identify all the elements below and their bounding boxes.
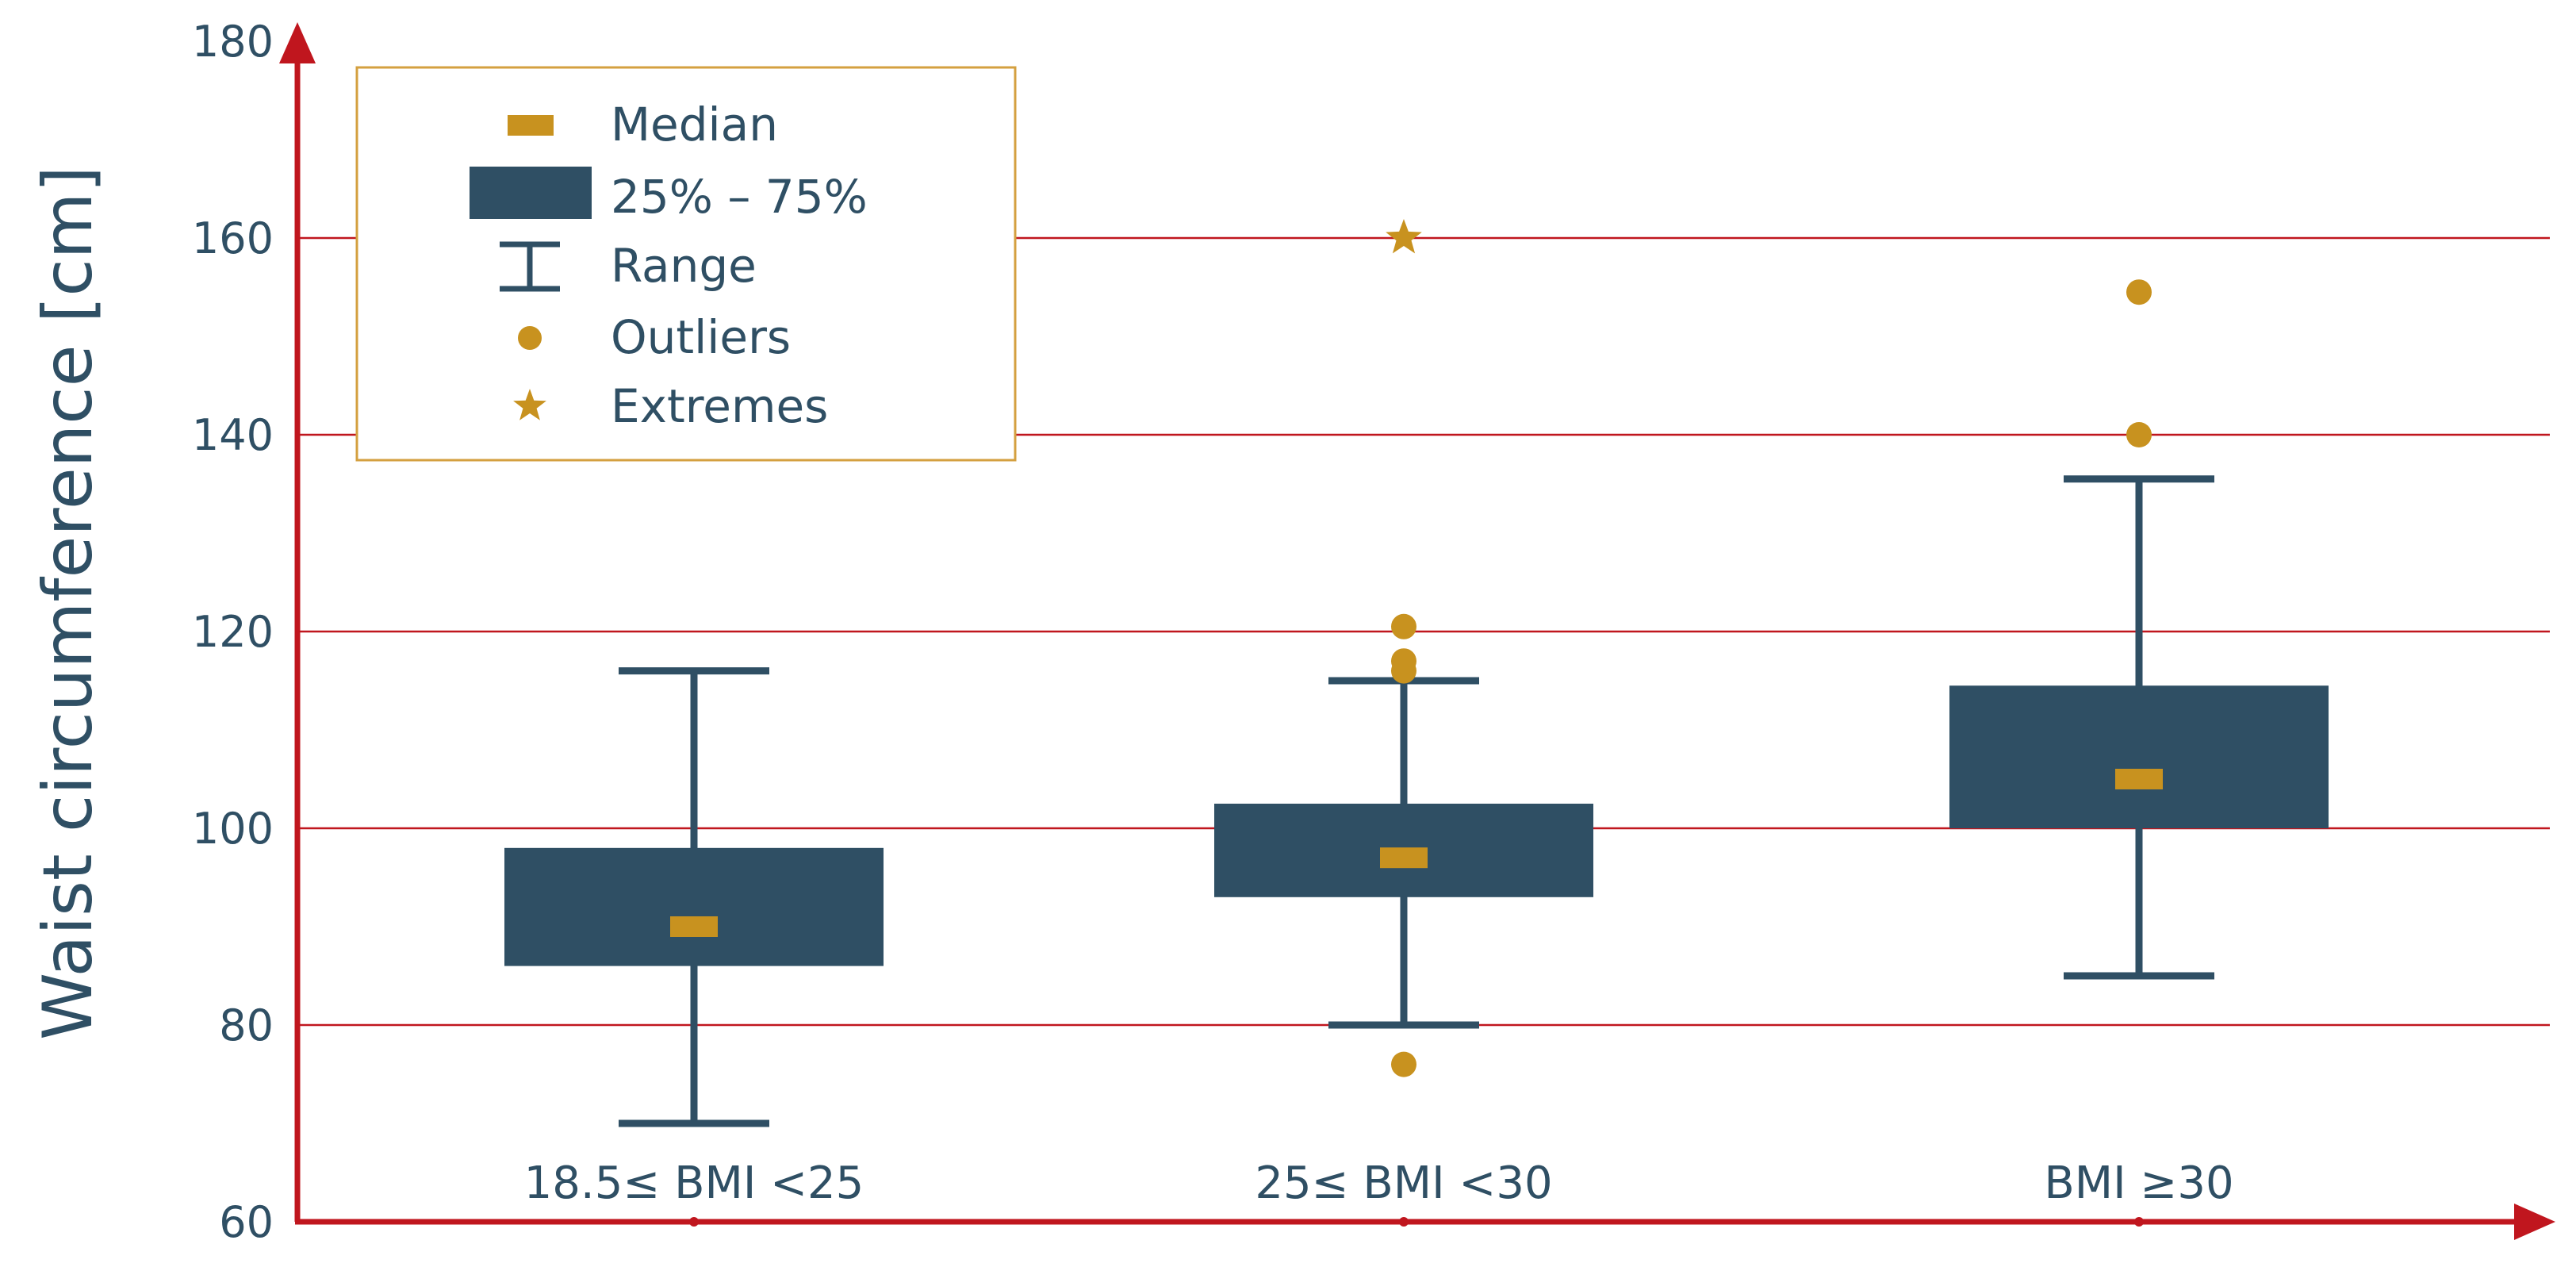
extreme-point [1386, 219, 1422, 254]
boxes [504, 219, 2329, 1127]
category-labels: 18.5≤ BMI <25 25≤ BMI <30 BMI ≥30 [524, 1158, 2234, 1227]
legend-outlier-swatch [518, 326, 542, 350]
outlier-point [1391, 613, 1416, 639]
y-axis-label: Waist circumference [cm] [29, 166, 108, 1040]
iqr-box [504, 847, 884, 966]
outlier-point [1391, 1051, 1416, 1077]
legend-iqr-label: 25% – 75% [611, 170, 868, 224]
x-axis-arrow [2514, 1204, 2555, 1240]
outlier-point [2126, 279, 2152, 305]
category-label-2: 25≤ BMI <30 [1255, 1158, 1552, 1209]
y-tick-160: 160 [192, 213, 274, 263]
legend-range-label: Range [611, 239, 757, 293]
legend: Median 25% – 75% Range Outliers Extremes [355, 66, 1017, 462]
legend-box [355, 66, 1017, 462]
category-label-1: 18.5≤ BMI <25 [524, 1158, 864, 1209]
legend-range-swatch [500, 241, 560, 292]
axes [279, 22, 2555, 1240]
legend-iqr-swatch [470, 167, 592, 219]
legend-extremes-label: Extremes [611, 379, 828, 433]
y-tick-60: 60 [219, 1197, 274, 1247]
legend-outliers-label: Outliers [611, 310, 791, 364]
y-tick-100: 100 [192, 804, 274, 854]
box-group-1 [504, 667, 884, 1127]
box-group-2 [1214, 219, 1593, 1077]
y-axis-arrow [279, 22, 316, 63]
y-tick-120: 120 [192, 607, 274, 657]
y-tick-180: 180 [192, 17, 274, 67]
median-marker [2115, 769, 2163, 789]
category-label-3: BMI ≥30 [2044, 1158, 2233, 1209]
outlier-point [1391, 648, 1416, 674]
median-marker [1380, 847, 1428, 869]
legend-extreme-swatch [513, 389, 546, 420]
outlier-point [2126, 422, 2152, 447]
legend-median-swatch [508, 115, 554, 136]
y-tick-80: 80 [219, 1000, 274, 1050]
legend-median-label: Median [611, 98, 778, 152]
iqr-box [1949, 685, 2329, 828]
median-marker [670, 916, 718, 937]
box-group-3 [1949, 279, 2329, 980]
y-tick-labels: 60 80 100 120 140 160 180 [192, 17, 274, 1247]
y-tick-140: 140 [192, 410, 274, 460]
